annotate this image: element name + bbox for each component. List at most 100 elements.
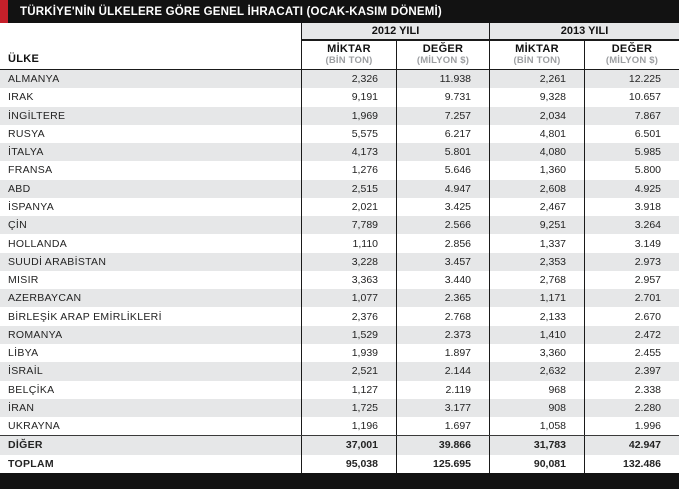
country-cell: İTALYA [8,146,44,159]
value-2013-cell: 3.264 [584,216,679,235]
value-2013-cell: 2.397 [584,362,679,381]
value-2013-cell: 5.800 [584,161,679,180]
value-2012-cell: 125.695 [396,454,489,473]
table-row: AZERBAYCAN 1,077 2.365 1,171 2.701 [0,289,679,308]
amount-2012-cell: 7,789 [301,216,396,235]
value-2013-cell: 2.280 [584,398,679,418]
value-2012-cell: 2.373 [396,325,489,344]
value-2013-cell: 7.867 [584,106,679,125]
amount-label: MİKTAR [515,43,559,56]
value-2012-cell: 1.897 [396,343,489,363]
value-2013-cell: 2.973 [584,252,679,271]
amount-2012-cell: 2,521 [301,362,396,381]
amount-unit: (BİN TON) [325,54,373,66]
country-cell: ABD [8,182,31,195]
value-2013-cell: 2.701 [584,289,679,308]
table-row: ALMANYA 2,326 11.938 2,261 12.225 [0,70,679,89]
country-cell: İNGİLTERE [8,109,66,122]
country-cell: BELÇİKA [8,383,55,396]
amount-2013-cell: 4,801 [489,124,584,144]
value-2012-cell: 7.257 [396,106,489,125]
amount-2012-cell: 1,529 [301,325,396,344]
amount-2012-cell: 1,196 [301,417,396,436]
value-2013-cell: 12.225 [584,70,679,89]
amount-label: MİKTAR [327,43,371,56]
table-row: FRANSA 1,276 5.646 1,360 5.800 [0,161,679,180]
country-cell: BİRLEŞİK ARAP EMİRLİKLERİ [8,310,162,323]
value-2012-cell: 3.440 [396,270,489,290]
header-corner-cell [0,23,301,41]
table-row: İNGİLTERE 1,969 7.257 2,034 7.867 [0,106,679,125]
value-2012-cell: 2.566 [396,216,489,235]
value-2012-cell: 3.177 [396,398,489,418]
value-2012-cell: 5.801 [396,143,489,162]
amount-2012-cell: 3,228 [301,252,396,271]
amount-2012-cell: 1,077 [301,289,396,308]
value-2012-cell: 6.217 [396,124,489,144]
country-cell: DİĞER [8,439,43,452]
table-row: RUSYA 5,575 6.217 4,801 6.501 [0,124,679,144]
column-header-row: ÜLKE MİKTAR (BİN TON) DEĞER (MİLYON $) M… [0,41,679,70]
amount-2013-cell: 1,360 [489,161,584,180]
amount-2012-cell: 2,515 [301,179,396,198]
country-cell: İSPANYA [8,200,55,213]
amount-2012-cell: 1,969 [301,106,396,125]
country-cell: LİBYA [8,347,39,360]
table-row: ÇİN 7,789 2.566 9,251 3.264 [0,216,679,235]
amount-2013-cell: 4,080 [489,143,584,162]
amount-unit: (BİN TON) [513,54,561,66]
table-row: DİĞER 37,001 39.866 31,783 42.947 [0,435,679,455]
amount-2013-cell: 31,783 [489,436,584,455]
value-2013-cell: 4.925 [584,179,679,198]
country-cell: IRAK [8,91,34,104]
value-2012-cell: 4.947 [396,179,489,198]
country-cell: İSRAİL [8,365,44,378]
table-row: SUUDİ ARABİSTAN 3,228 3.457 2,353 2.973 [0,252,679,271]
year-header-row: 2012 YILI 2013 YILI [0,23,679,41]
value-2013-cell: 132.486 [584,454,679,473]
amount-2013-cell: 2,632 [489,362,584,381]
country-column-header: ÜLKE [8,53,40,65]
value-2013-cell: 2.455 [584,343,679,363]
amount-2013-cell: 1,171 [489,289,584,308]
country-cell: UKRAYNA [8,420,61,433]
amount-2013-cell: 2,353 [489,252,584,271]
amount-2013-cell: 1,058 [489,417,584,436]
country-cell: MISIR [8,274,39,287]
amount-header-2012: MİKTAR (BİN TON) [301,41,396,69]
country-cell: AZERBAYCAN [8,292,82,305]
value-2012-cell: 2.119 [396,380,489,399]
value-unit: (MİLYON $) [416,54,470,66]
value-label: DEĞER [611,43,653,56]
amount-2012-cell: 1,110 [301,234,396,253]
value-2012-cell: 11.938 [396,70,489,89]
amount-2012-cell: 4,173 [301,143,396,162]
table-row: İRAN 1,725 3.177 908 2.280 [0,398,679,418]
value-2013-cell: 2.957 [584,270,679,290]
value-2012-cell: 2.365 [396,289,489,308]
amount-2013-cell: 3,360 [489,343,584,363]
year-header-2012: 2012 YILI [301,23,489,41]
amount-2012-cell: 1,276 [301,161,396,180]
amount-2013-cell: 9,328 [489,88,584,107]
country-cell: HOLLANDA [8,237,68,250]
value-2012-cell: 5.646 [396,161,489,180]
table-body: ALMANYA 2,326 11.938 2,261 12.225 IRAK 9… [0,70,679,473]
amount-2012-cell: 2,326 [301,70,396,89]
amount-2013-cell: 2,133 [489,307,584,326]
value-2012-cell: 3.425 [396,197,489,217]
table-row: HOLLANDA 1,110 2.856 1,337 3.149 [0,234,679,253]
table-row: İSRAİL 2,521 2.144 2,632 2.397 [0,362,679,381]
value-2012-cell: 3.457 [396,252,489,271]
bottom-bar [0,473,679,489]
table-row: İTALYA 4,173 5.801 4,080 5.985 [0,143,679,162]
amount-2012-cell: 2,021 [301,197,396,217]
amount-2012-cell: 3,363 [301,270,396,290]
amount-2012-cell: 1,725 [301,398,396,418]
country-cell: RUSYA [8,127,45,140]
amount-2013-cell: 2,034 [489,106,584,125]
amount-2012-cell: 5,575 [301,124,396,144]
value-label: DEĞER [422,43,464,56]
table-row: MISIR 3,363 3.440 2,768 2.957 [0,270,679,290]
